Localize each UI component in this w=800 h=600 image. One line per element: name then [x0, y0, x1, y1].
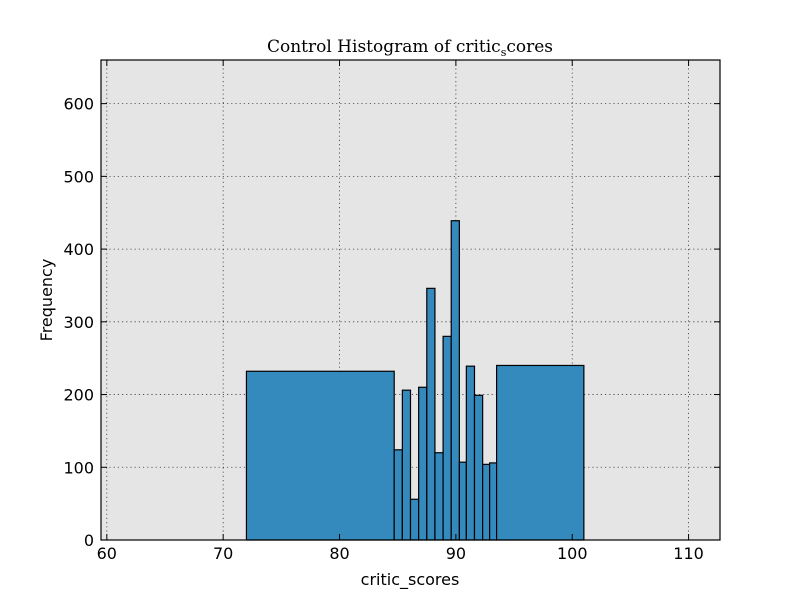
histogram-bar [442, 335, 452, 541]
x-tick-label: 100 [557, 544, 588, 563]
x-tick-label: 90 [446, 544, 466, 563]
y-tick-label: 300 [63, 313, 94, 332]
histogram-bar [393, 449, 403, 541]
histogram-bar [418, 386, 428, 541]
y-tick-label: 200 [63, 386, 94, 405]
y-tick-label: 400 [63, 240, 94, 259]
histogram-bar [434, 452, 444, 541]
histogram-bar [401, 389, 412, 541]
histogram-bar [245, 370, 395, 541]
y-axis-label: Frequency [37, 259, 56, 342]
y-tick-label: 0 [84, 531, 94, 550]
histogram-bar [426, 287, 436, 541]
y-tick-label: 500 [63, 167, 94, 186]
x-axis-label: critic_scores [361, 570, 460, 590]
x-tick-label: 110 [673, 544, 704, 563]
axis-ticks: 60 70 80 90 100 110 0 100 200 300 400 500 600 [63, 60, 720, 563]
histogram-bar [496, 364, 585, 541]
histogram-bars [245, 220, 585, 541]
histogram-bar [473, 394, 484, 541]
histogram-bar [465, 365, 476, 541]
histogram-bar [482, 463, 491, 541]
x-tick-label: 70 [213, 544, 233, 563]
plot-frame [100, 59, 721, 541]
y-tick-label: 100 [63, 458, 94, 477]
chart-title: Control Histogram of criticscores [267, 37, 553, 59]
x-tick-label: 60 [97, 544, 117, 563]
y-tick-label: 600 [63, 95, 94, 114]
x-tick-label: 80 [329, 544, 349, 563]
histogram-bar [450, 220, 460, 541]
histogram-bar [489, 462, 498, 541]
histogram-bar [409, 498, 420, 541]
histogram-bar [458, 461, 467, 541]
